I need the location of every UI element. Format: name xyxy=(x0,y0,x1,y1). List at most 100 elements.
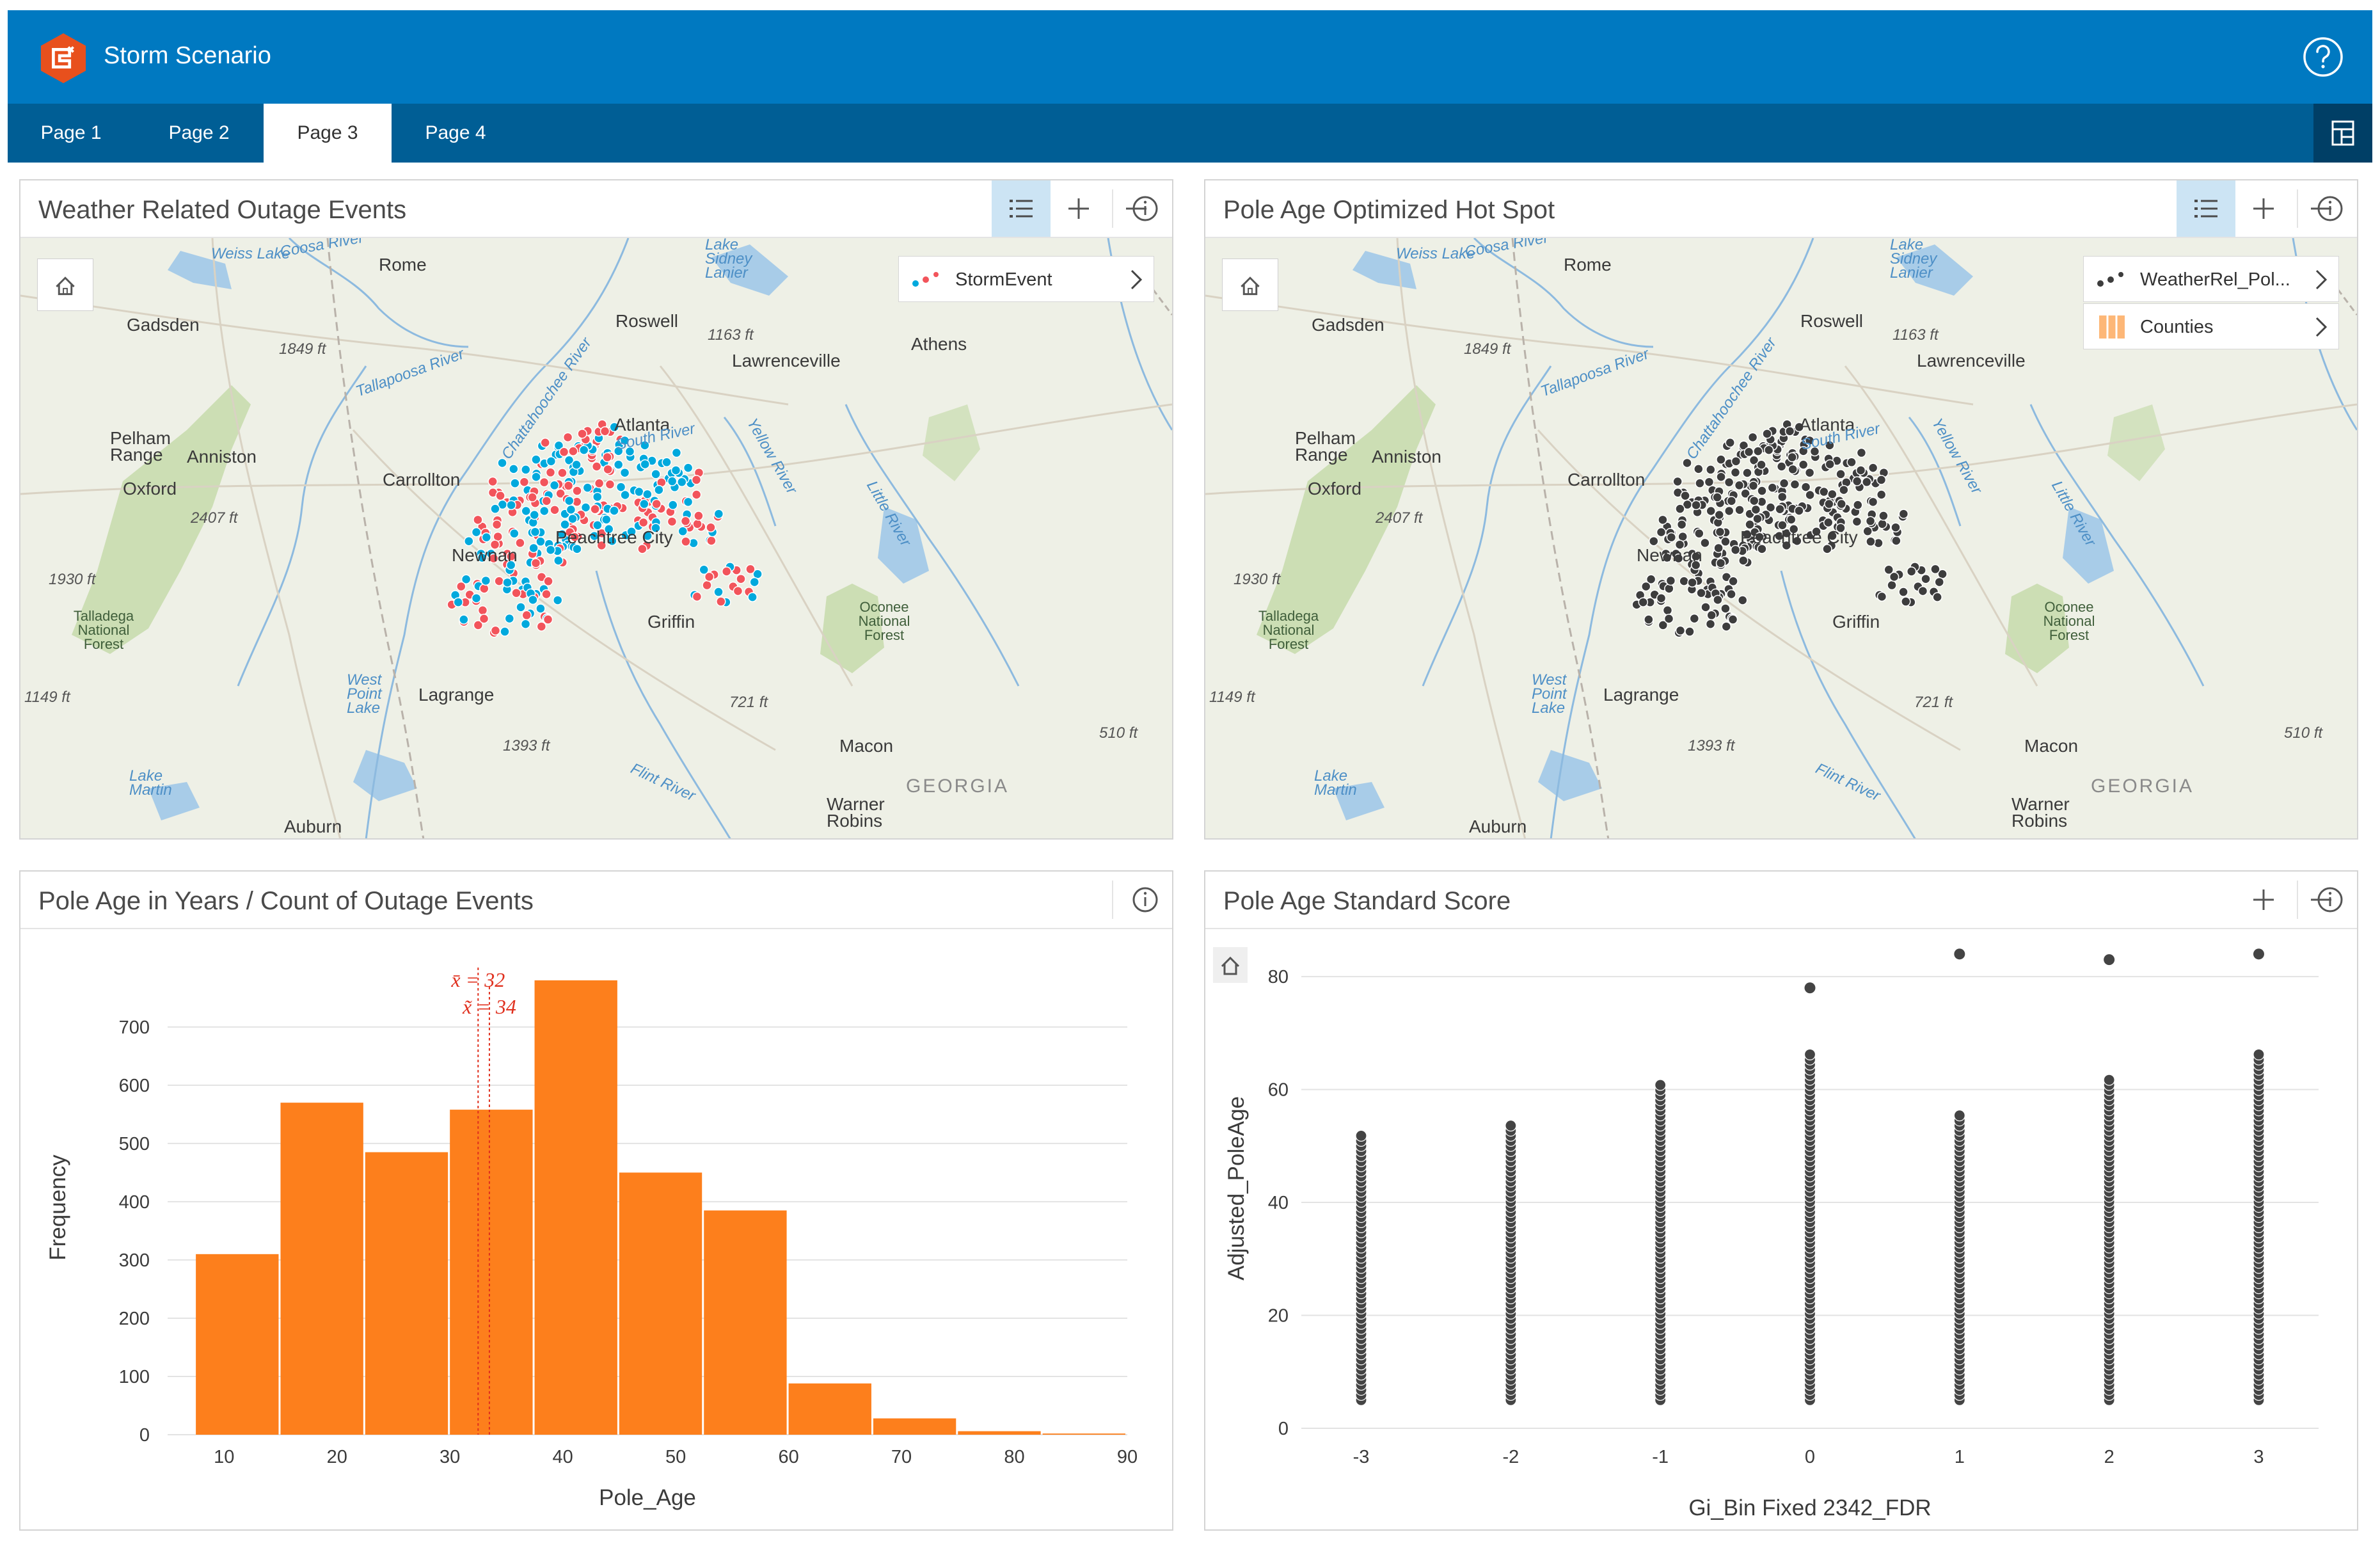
info-icon[interactable] xyxy=(2301,180,2358,237)
map-point[interactable] xyxy=(490,504,500,514)
map-point[interactable] xyxy=(1889,571,1900,582)
map-point[interactable] xyxy=(1662,552,1672,563)
map-point[interactable] xyxy=(1825,459,1835,470)
map-point[interactable] xyxy=(1714,509,1725,520)
map-point[interactable] xyxy=(515,538,525,548)
map-point[interactable] xyxy=(1876,490,1887,500)
map-point[interactable] xyxy=(609,422,619,433)
map-point[interactable] xyxy=(1695,478,1705,488)
map-point[interactable] xyxy=(651,498,662,509)
map-point[interactable] xyxy=(1749,455,1759,466)
map-point[interactable] xyxy=(1868,463,1878,473)
map-point[interactable] xyxy=(1685,626,1695,637)
map-point[interactable] xyxy=(1877,519,1887,529)
map-point[interactable] xyxy=(615,482,626,492)
home-icon[interactable] xyxy=(37,259,93,311)
map-point[interactable] xyxy=(1784,426,1795,436)
map-point[interactable] xyxy=(543,614,553,625)
map-point[interactable] xyxy=(1724,506,1734,516)
map-point[interactable] xyxy=(745,564,756,575)
map-point[interactable] xyxy=(1757,486,1767,496)
map-point[interactable] xyxy=(1930,564,1940,575)
map-point[interactable] xyxy=(1749,495,1759,506)
map-point[interactable] xyxy=(1779,478,1789,489)
weatherrel-pole-points[interactable] xyxy=(1631,419,1948,638)
map-point[interactable] xyxy=(1696,587,1706,598)
map-point[interactable] xyxy=(1694,528,1704,539)
home-icon[interactable] xyxy=(1213,947,1248,983)
outage-map[interactable]: Weiss Lake Coosa River Lake Sidney Lanie… xyxy=(20,238,1172,838)
map-point[interactable] xyxy=(1876,591,1887,602)
zoom-out-icon[interactable] xyxy=(1107,180,1166,237)
map-point[interactable] xyxy=(716,596,726,607)
map-point[interactable] xyxy=(1884,564,1894,575)
map-point[interactable] xyxy=(1811,526,1821,537)
map-point[interactable] xyxy=(592,491,603,502)
map-point[interactable] xyxy=(1700,538,1710,548)
map-point[interactable] xyxy=(1862,526,1873,536)
map-point[interactable] xyxy=(520,619,531,629)
map-point[interactable] xyxy=(1676,519,1687,530)
histogram-chart[interactable]: 0 100 200 300 400 500 600 700 10 20 30 40 50 60 70 80 90… xyxy=(20,929,1172,1529)
map-point[interactable] xyxy=(713,587,724,597)
map-point[interactable] xyxy=(479,614,489,624)
map-point[interactable] xyxy=(1852,476,1862,486)
storm-event-points[interactable] xyxy=(447,419,763,638)
map-point[interactable] xyxy=(599,426,610,436)
map-point[interactable] xyxy=(667,476,678,486)
map-point[interactable] xyxy=(1827,530,1837,541)
map-point[interactable] xyxy=(613,446,624,456)
map-point[interactable] xyxy=(591,461,602,472)
map-point[interactable] xyxy=(1748,481,1759,491)
tab-page-3[interactable]: Page 3 xyxy=(264,104,392,163)
legend-item-weatherrel-pole[interactable]: WeatherRel_Pol... xyxy=(2083,256,2339,302)
map-point[interactable] xyxy=(1721,621,1732,632)
scatter-point[interactable] xyxy=(1355,1129,1367,1142)
map-point[interactable] xyxy=(1763,445,1774,456)
map-point[interactable] xyxy=(594,478,605,489)
map-point[interactable] xyxy=(1690,560,1701,570)
map-point[interactable] xyxy=(1656,527,1667,538)
map-point[interactable] xyxy=(509,528,520,539)
map-point[interactable] xyxy=(671,447,682,458)
map-point[interactable] xyxy=(488,553,499,564)
map-point[interactable] xyxy=(490,625,501,636)
map-point[interactable] xyxy=(506,500,516,511)
map-point[interactable] xyxy=(491,519,502,530)
map-point[interactable] xyxy=(1658,514,1668,525)
map-point[interactable] xyxy=(550,505,560,515)
help-icon[interactable] xyxy=(2302,36,2344,78)
info-icon[interactable] xyxy=(1116,872,1173,928)
map-point[interactable] xyxy=(453,597,464,607)
scatter-point[interactable] xyxy=(1953,1110,1965,1122)
map-point[interactable] xyxy=(568,446,578,456)
map-point[interactable] xyxy=(571,459,582,470)
map-point[interactable] xyxy=(1747,432,1758,443)
map-point[interactable] xyxy=(578,445,589,456)
map-point[interactable] xyxy=(619,467,630,478)
map-point[interactable] xyxy=(562,432,573,443)
home-icon[interactable] xyxy=(1222,259,1278,311)
info-icon[interactable] xyxy=(1116,180,1173,237)
map-point[interactable] xyxy=(549,480,560,491)
map-point[interactable] xyxy=(642,530,653,541)
map-point[interactable] xyxy=(1901,596,1911,607)
map-point[interactable] xyxy=(536,603,546,614)
map-point[interactable] xyxy=(694,511,704,521)
map-point[interactable] xyxy=(620,490,630,500)
map-point[interactable] xyxy=(1663,614,1674,624)
map-point[interactable] xyxy=(1666,532,1677,543)
map-point[interactable] xyxy=(1823,517,1834,528)
map-point[interactable] xyxy=(626,526,637,537)
map-point[interactable] xyxy=(692,591,702,602)
map-point[interactable] xyxy=(529,509,540,520)
map-point[interactable] xyxy=(651,523,661,533)
map-point[interactable] xyxy=(519,477,530,487)
layout-toggle-icon[interactable] xyxy=(2313,104,2372,163)
map-point[interactable] xyxy=(704,571,715,582)
map-point[interactable] xyxy=(564,455,575,466)
map-point[interactable] xyxy=(1689,613,1700,624)
map-point[interactable] xyxy=(691,475,702,485)
map-point[interactable] xyxy=(1865,516,1876,527)
map-point[interactable] xyxy=(699,564,709,575)
